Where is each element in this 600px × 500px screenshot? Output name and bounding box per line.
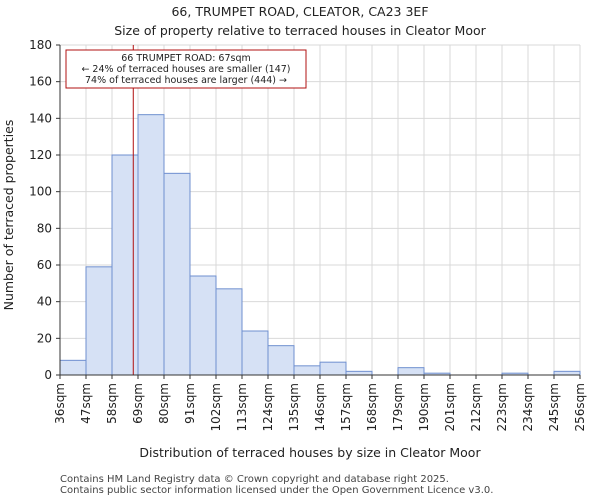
x-tick-label: 245sqm [547,383,561,431]
bar [85,266,113,376]
y-tick-label: 0 [44,368,52,382]
x-tick-label: 168sqm [365,383,379,431]
annotation-border [65,49,307,89]
x-tick-label: 58sqm [105,383,119,424]
y-tick-label: 20 [37,331,52,345]
annotation-line-3: 74% of terraced houses are larger (444) … [85,75,287,86]
y-tick-label: 40 [37,295,52,309]
x-tick-label: 223sqm [495,383,509,431]
bar [553,370,581,376]
bar [319,361,347,376]
bar [215,288,243,376]
chart-title: 66, TRUMPET ROAD, CLEATOR, CA23 3EF [171,4,428,19]
footer-line-1: Contains HM Land Registry data © Crown c… [60,474,449,485]
x-tick-label: 146sqm [313,383,327,431]
bar [59,359,87,376]
x-tick-label: 190sqm [417,383,431,431]
x-tick-label: 124sqm [261,383,275,431]
bar [345,370,373,376]
x-tick-label: 80sqm [157,383,171,424]
x-tick-label: 102sqm [209,383,223,431]
x-tick-label: 69sqm [131,383,145,424]
bar [163,172,191,376]
y-tick-label: 140 [29,111,52,125]
x-tick-label: 212sqm [469,383,483,431]
y-axis-label: Number of terraced properties [1,120,16,311]
annotation-box: 66 TRUMPET ROAD: 67sqm ← 24% of terraced… [65,49,307,89]
y-tick-label: 80 [37,221,52,235]
y-tick-label: 180 [29,38,52,52]
x-tick-label: 201sqm [443,383,457,431]
bar [189,275,217,376]
bar [241,330,269,376]
bar [293,365,321,376]
axes [56,44,581,379]
bar [267,345,295,376]
x-axis-label: Distribution of terraced houses by size … [139,445,481,460]
bar [137,114,165,376]
x-tick-label: 179sqm [391,383,405,431]
y-tick-label: 100 [29,185,52,199]
bar [397,367,425,376]
annotation-line-2: ← 24% of terraced houses are smaller (14… [81,64,290,75]
x-tick-label: 234sqm [521,383,535,431]
x-tick-label: 256sqm [573,383,587,431]
y-tick-label: 60 [37,258,52,272]
bar [111,154,139,376]
y-tick-label: 160 [29,75,52,89]
histogram-chart: 66, TRUMPET ROAD, CLEATOR, CA23 3EF Size… [1,4,587,460]
x-tick-label: 47sqm [79,383,93,424]
x-tick-label: 113sqm [235,383,249,431]
x-tick-label: 91sqm [183,383,197,424]
y-tick-labels: 0 20 40 60 80 100 120 140 160 180 [29,38,52,382]
chart-subtitle: Size of property relative to terraced ho… [114,23,486,38]
annotation-line-1: 66 TRUMPET ROAD: 67sqm [121,53,250,64]
x-tick-label: 135sqm [287,383,301,431]
x-tick-label: 36sqm [53,383,67,424]
y-tick-label: 120 [29,148,52,162]
x-tick-labels: 36sqm 47sqm 58sqm 69sqm 80sqm 91sqm 102sqm 113s… [53,383,587,431]
footer-line-2: Contains public sector information licen… [60,485,494,496]
x-tick-label: 157sqm [339,383,353,431]
